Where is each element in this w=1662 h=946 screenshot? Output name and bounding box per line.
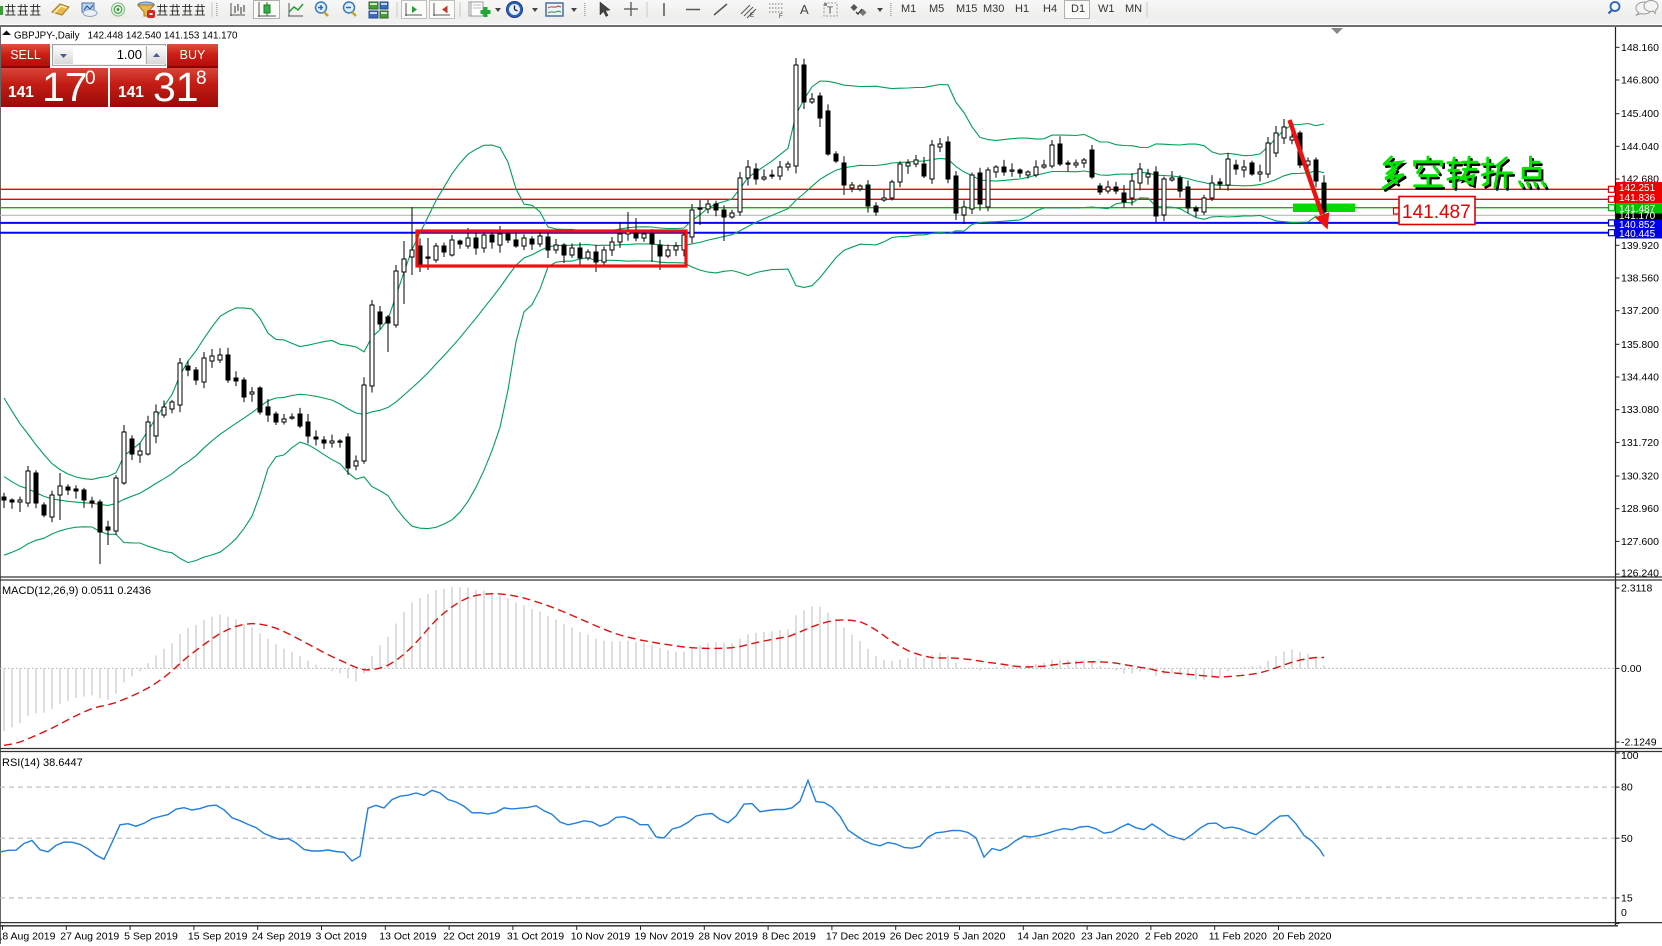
- svg-text:5 Jan 2020: 5 Jan 2020: [954, 931, 1006, 943]
- svg-text:126.240: 126.240: [1621, 568, 1659, 580]
- svg-text:RSI(14) 38.6447: RSI(14) 38.6447: [2, 757, 83, 769]
- svg-text:148.160: 148.160: [1621, 42, 1659, 54]
- svg-text:137.200: 137.200: [1621, 305, 1659, 317]
- svg-text:10 Nov 2019: 10 Nov 2019: [571, 931, 631, 943]
- svg-text:133.080: 133.080: [1621, 404, 1659, 416]
- svg-text:145.400: 145.400: [1621, 108, 1659, 120]
- svg-text:17 Dec 2019: 17 Dec 2019: [826, 931, 886, 943]
- svg-text:19 Nov 2019: 19 Nov 2019: [635, 931, 695, 943]
- svg-text:100: 100: [1621, 750, 1639, 762]
- svg-text:0.00: 0.00: [1621, 663, 1642, 675]
- svg-text:22 Oct 2019: 22 Oct 2019: [443, 931, 500, 943]
- svg-text:8 Dec 2019: 8 Dec 2019: [762, 931, 816, 943]
- svg-text:131.720: 131.720: [1621, 437, 1659, 449]
- svg-text:MACD(12,26,9) 0.0511 0.2436: MACD(12,26,9) 0.0511 0.2436: [2, 585, 151, 597]
- svg-text:E: E: [750, 13, 754, 19]
- svg-text:50: 50: [1621, 833, 1633, 845]
- svg-text:27 Aug 2019: 27 Aug 2019: [60, 931, 119, 943]
- svg-text:GBPJPY-,Daily 142.448 142.54: GBPJPY-,Daily 142.448 142.540 141.153 14…: [14, 31, 238, 42]
- svg-text:142.251: 142.251: [1619, 183, 1656, 194]
- svg-text:140.445: 140.445: [1619, 229, 1656, 240]
- svg-text:20 Feb 2020: 20 Feb 2020: [1273, 931, 1332, 943]
- svg-text:141.487: 141.487: [1402, 202, 1471, 223]
- svg-text:2 Feb 2020: 2 Feb 2020: [1145, 931, 1198, 943]
- svg-text:130.320: 130.320: [1621, 471, 1659, 483]
- svg-text:A: A: [800, 2, 809, 17]
- svg-text:141.487: 141.487: [1619, 204, 1656, 215]
- svg-text:24 Sep 2019: 24 Sep 2019: [252, 931, 312, 943]
- svg-text:0: 0: [1621, 907, 1627, 919]
- svg-text:135.800: 135.800: [1621, 339, 1659, 351]
- svg-text:15 Sep 2019: 15 Sep 2019: [188, 931, 248, 943]
- svg-text:146.800: 146.800: [1621, 75, 1659, 87]
- svg-text:2.3118: 2.3118: [1621, 583, 1652, 595]
- svg-text:T: T: [827, 6, 833, 17]
- svg-text:140.852: 140.852: [1619, 220, 1656, 231]
- svg-text:127.600: 127.600: [1621, 536, 1659, 548]
- svg-text:3 Oct 2019: 3 Oct 2019: [316, 931, 368, 943]
- svg-text:14 Jan 2020: 14 Jan 2020: [1017, 931, 1075, 943]
- svg-text:28 Nov 2019: 28 Nov 2019: [698, 931, 758, 943]
- svg-text:138.560: 138.560: [1621, 273, 1659, 285]
- svg-text:11 Feb 2020: 11 Feb 2020: [1209, 931, 1267, 943]
- svg-text:F: F: [779, 14, 783, 19]
- svg-text:141.836: 141.836: [1619, 193, 1656, 204]
- svg-text:31 Oct 2019: 31 Oct 2019: [507, 931, 564, 943]
- svg-text:134.440: 134.440: [1621, 372, 1659, 384]
- svg-text:15: 15: [1621, 892, 1633, 904]
- svg-text:5 Sep 2019: 5 Sep 2019: [124, 931, 178, 943]
- svg-text:141.170: 141.170: [1619, 211, 1656, 222]
- svg-text:13 Oct 2019: 13 Oct 2019: [379, 931, 436, 943]
- svg-text:128.960: 128.960: [1621, 503, 1659, 515]
- svg-text:144.040: 144.040: [1621, 141, 1659, 153]
- svg-text:23 Jan 2020: 23 Jan 2020: [1081, 931, 1139, 943]
- svg-text:18 Aug 2019: 18 Aug 2019: [0, 931, 56, 943]
- svg-text:80: 80: [1621, 782, 1633, 794]
- svg-text:139.920: 139.920: [1621, 240, 1659, 252]
- svg-text:-2.1249: -2.1249: [1621, 737, 1657, 749]
- svg-text:26 Dec 2019: 26 Dec 2019: [890, 931, 950, 943]
